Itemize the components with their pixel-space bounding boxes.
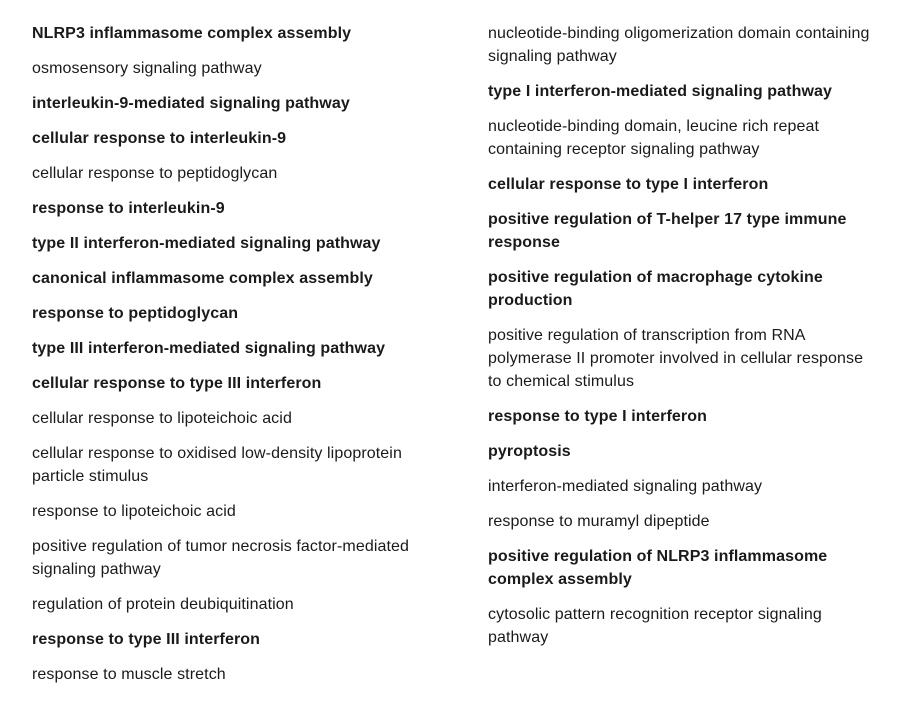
list-item: interferon-mediated signaling pathway — [488, 478, 763, 495]
list-item: cellular response to oxidised low-densit… — [32, 445, 402, 485]
term-list-left: NLRP3 inflammasome complex assembly osmo… — [32, 22, 432, 686]
list-item: NLRP3 inflammasome complex assembly — [32, 25, 352, 42]
list-item: cellular response to type I interferon — [488, 176, 769, 193]
list-item: canonical inflammasome complex assembly — [32, 270, 373, 287]
list-item: type II interferon-mediated signaling pa… — [32, 235, 381, 252]
term-list-right: nucleotide-binding oligomerization domai… — [488, 22, 880, 649]
list-item: cellular response to peptidoglycan — [32, 165, 278, 182]
list-item: response to lipoteichoic acid — [32, 503, 236, 520]
list-item: response to type I interferon — [488, 408, 707, 425]
list-item: type III interferon-mediated signaling p… — [32, 340, 386, 357]
list-item: cytosolic pattern recognition receptor s… — [488, 606, 822, 646]
list-item: nucleotide-binding domain, leucine rich … — [488, 118, 820, 158]
list-item: osmosensory signaling pathway — [32, 60, 262, 77]
list-item: nucleotide-binding oligomerization domai… — [488, 25, 870, 65]
list-item: positive regulation of transcription fro… — [488, 327, 864, 390]
list-item: cellular response to interleukin-9 — [32, 130, 287, 147]
list-item: response to interleukin-9 — [32, 200, 225, 217]
list-item: positive regulation of tumor necrosis fa… — [32, 538, 410, 578]
list-item: response to muramyl dipeptide — [488, 513, 710, 530]
list-item: type I interferon-mediated signaling pat… — [488, 83, 833, 100]
list-item: interleukin-9-mediated signaling pathway — [32, 95, 350, 112]
list-item: cellular response to lipoteichoic acid — [32, 410, 292, 427]
list-item: cellular response to type III interferon — [32, 375, 322, 392]
list-item: regulation of protein deubiquitination — [32, 596, 294, 613]
list-item: response to peptidoglycan — [32, 305, 239, 322]
list-item: positive regulation of macrophage cytoki… — [488, 269, 823, 309]
list-item: positive regulation of NLRP3 inflammasom… — [488, 548, 828, 588]
list-item: positive regulation of T-helper 17 type … — [488, 211, 847, 251]
list-item: response to muscle stretch — [32, 666, 226, 683]
list-item: response to type III interferon — [32, 631, 261, 648]
list-item: pyroptosis — [488, 443, 571, 460]
